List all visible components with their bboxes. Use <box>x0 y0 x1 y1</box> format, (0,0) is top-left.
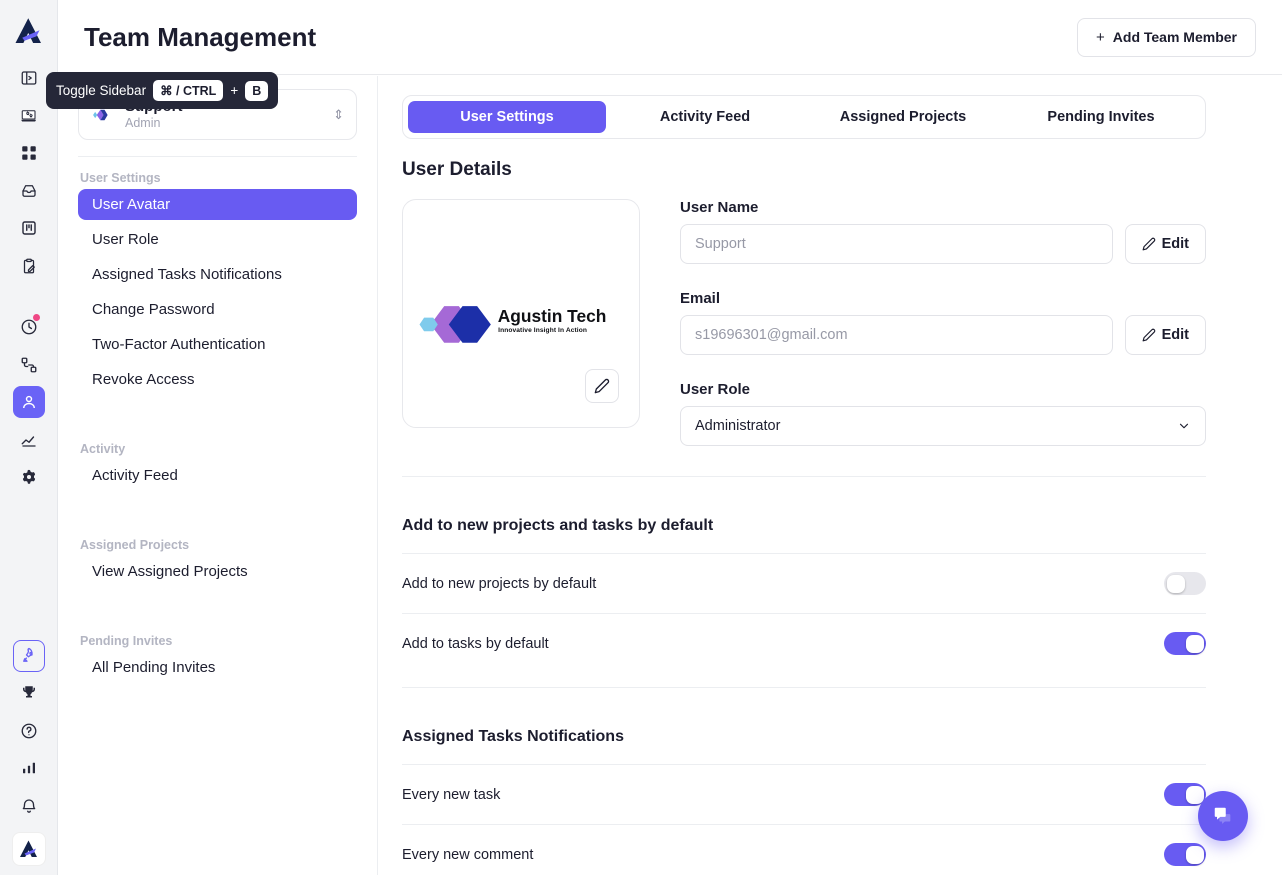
svg-text:Agustin Tech: Agustin Tech <box>497 307 606 327</box>
svg-text:Innovative Insight In Action: Innovative Insight In Action <box>498 328 587 335</box>
